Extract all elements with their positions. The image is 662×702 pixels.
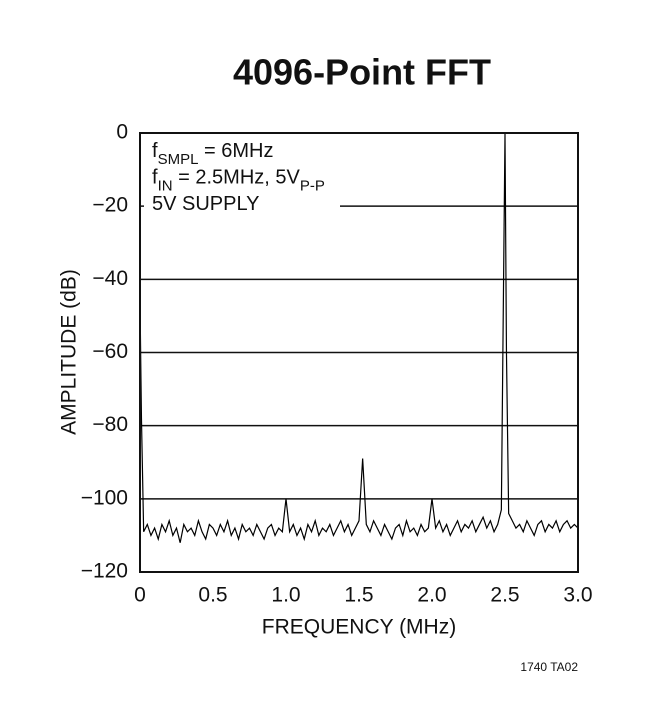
annotation-text: 5V SUPPLY xyxy=(152,193,259,215)
x-tick-label: 2.5 xyxy=(490,584,519,607)
x-tick-label: 0 xyxy=(134,584,146,607)
annotation-text: f xyxy=(152,140,158,162)
y-tick-label: 0 xyxy=(116,121,128,144)
annotation-subscript: IN xyxy=(158,178,173,195)
y-tick-label: −40 xyxy=(92,267,128,290)
annotation-text: f xyxy=(152,167,158,189)
chart-title: 4096-Point FFT xyxy=(233,52,491,93)
annotation-subscript: SMPL xyxy=(158,151,199,168)
x-axis-label: FREQUENCY (MHz) xyxy=(262,616,456,639)
footnote: 1740 TA02 xyxy=(520,660,578,674)
x-tick-label: 2.0 xyxy=(417,584,446,607)
annotation-text: = 2.5MHz, 5V xyxy=(173,167,301,189)
annotation: fSMPL = 6MHz xyxy=(152,140,273,168)
y-tick-label: −20 xyxy=(92,194,128,217)
plot-frame xyxy=(139,132,579,573)
plot xyxy=(139,132,579,543)
x-tick-label: 3.0 xyxy=(563,584,592,607)
annotation: 5V SUPPLY xyxy=(152,193,259,215)
x-tick-label: 0.5 xyxy=(198,584,227,607)
y-axis-label: AMPLITUDE (dB) xyxy=(58,269,81,435)
y-tick-label: −60 xyxy=(92,340,128,363)
x-tick-label: 1.5 xyxy=(344,584,373,607)
y-tick-label: −120 xyxy=(81,560,128,583)
annotation-text: = 6MHz xyxy=(198,140,273,162)
y-tick-label: −80 xyxy=(92,413,128,436)
y-tick-label: −100 xyxy=(81,486,128,509)
spectrum-line xyxy=(139,132,579,543)
annotation-background xyxy=(144,139,340,217)
annotation: fIN = 2.5MHz, 5VP-P xyxy=(152,167,325,195)
annotation-subscript: P-P xyxy=(300,178,325,195)
x-tick-label: 1.0 xyxy=(271,584,300,607)
